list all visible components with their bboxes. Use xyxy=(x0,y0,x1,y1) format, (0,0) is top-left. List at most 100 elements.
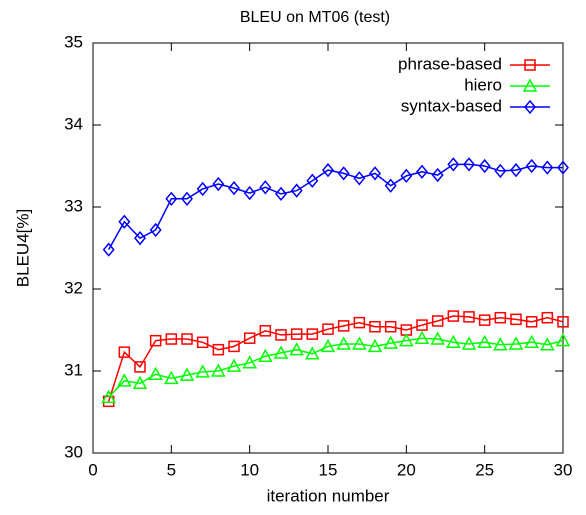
marker xyxy=(118,346,131,358)
marker xyxy=(353,316,366,329)
marker xyxy=(477,334,492,349)
marker xyxy=(165,333,178,345)
marker xyxy=(165,191,178,206)
marker xyxy=(369,320,381,333)
x-tick-label: 5 xyxy=(167,460,176,479)
marker xyxy=(540,337,555,351)
marker xyxy=(196,336,209,349)
series-line xyxy=(108,163,563,251)
marker xyxy=(522,78,538,92)
marker xyxy=(478,314,491,326)
marker xyxy=(416,319,428,331)
x-tick-label: 25 xyxy=(475,460,494,479)
marker xyxy=(430,331,445,345)
marker xyxy=(228,340,240,353)
marker xyxy=(132,375,148,390)
marker xyxy=(353,171,366,186)
marker xyxy=(290,328,303,340)
marker xyxy=(557,316,569,328)
marker xyxy=(447,310,460,322)
marker xyxy=(117,373,132,387)
marker xyxy=(258,348,273,362)
marker xyxy=(463,311,475,323)
chart-title: BLEU on MT06 (test) xyxy=(240,9,390,26)
marker xyxy=(305,346,320,360)
y-tick-label: 31 xyxy=(64,360,83,379)
marker xyxy=(508,336,524,350)
marker xyxy=(525,316,538,328)
marker xyxy=(243,332,256,344)
marker xyxy=(369,166,381,181)
marker xyxy=(478,158,491,174)
marker xyxy=(446,334,461,349)
marker xyxy=(414,330,430,344)
marker xyxy=(179,367,195,381)
marker xyxy=(463,157,475,172)
legend-label: hiero xyxy=(464,75,502,94)
marker xyxy=(306,328,319,340)
marker xyxy=(259,180,272,195)
marker xyxy=(228,180,240,196)
marker xyxy=(555,333,571,347)
marker xyxy=(524,99,536,115)
marker xyxy=(493,337,508,351)
marker xyxy=(494,311,507,324)
marker xyxy=(289,342,304,356)
marker xyxy=(322,323,334,335)
marker xyxy=(275,329,287,341)
marker xyxy=(212,343,225,356)
marker xyxy=(273,345,289,359)
marker xyxy=(352,336,367,350)
marker xyxy=(148,366,163,381)
marker xyxy=(242,355,257,369)
marker xyxy=(461,336,477,350)
marker xyxy=(149,222,162,238)
marker xyxy=(384,178,397,193)
marker xyxy=(510,313,522,326)
marker xyxy=(290,183,303,198)
marker xyxy=(102,242,115,257)
marker xyxy=(524,334,539,349)
marker xyxy=(541,311,554,324)
legend-label: syntax-based xyxy=(401,96,502,115)
marker xyxy=(524,59,536,71)
marker xyxy=(431,167,444,183)
marker xyxy=(243,185,256,201)
marker xyxy=(400,168,413,184)
marker xyxy=(431,315,444,327)
marker xyxy=(275,186,287,202)
marker xyxy=(510,162,522,178)
marker xyxy=(181,333,193,345)
marker xyxy=(212,176,225,192)
marker xyxy=(320,338,336,353)
marker xyxy=(196,181,209,197)
marker xyxy=(306,173,319,188)
marker xyxy=(416,164,428,179)
marker xyxy=(164,370,179,385)
marker xyxy=(195,364,210,378)
marker xyxy=(259,325,272,337)
marker xyxy=(211,363,226,377)
x-axis-label: iteration number xyxy=(267,486,390,505)
x-tick-label: 15 xyxy=(319,460,338,479)
marker xyxy=(557,160,569,175)
series-line xyxy=(108,337,564,398)
marker xyxy=(134,230,146,246)
marker xyxy=(541,160,554,175)
marker xyxy=(337,320,350,332)
marker xyxy=(399,333,414,347)
series-line xyxy=(107,315,564,402)
marker xyxy=(525,158,538,174)
marker xyxy=(101,389,116,403)
marker xyxy=(494,163,507,179)
marker xyxy=(134,361,146,373)
x-tick-label: 30 xyxy=(554,460,573,479)
marker xyxy=(383,335,398,349)
marker xyxy=(181,191,193,206)
y-tick-label: 35 xyxy=(64,32,83,51)
marker xyxy=(384,320,397,333)
y-tick-label: 33 xyxy=(64,196,83,215)
marker xyxy=(226,358,242,372)
marker xyxy=(336,336,351,350)
